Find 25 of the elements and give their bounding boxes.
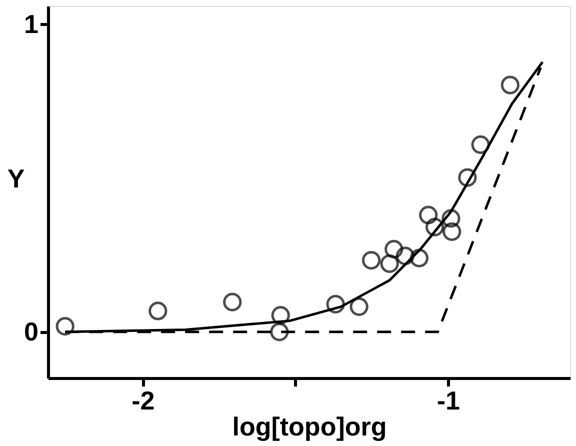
point: [362, 250, 381, 270]
point: [270, 322, 289, 342]
y-tick-label: 1: [24, 8, 38, 39]
point: [442, 222, 462, 241]
point: [425, 218, 444, 236]
y-axis-title: Y: [7, 164, 25, 194]
point: [56, 317, 74, 336]
point: [419, 206, 438, 224]
point: [442, 209, 460, 228]
x-tick-label: -2: [132, 386, 155, 416]
point: [410, 248, 429, 268]
point: [326, 294, 345, 314]
point: [350, 297, 368, 316]
point: [458, 168, 477, 187]
point: [396, 246, 414, 266]
point: [500, 76, 520, 94]
point: [148, 302, 168, 320]
point: [223, 292, 242, 312]
point: [380, 254, 399, 273]
point: [271, 306, 290, 325]
point: [471, 135, 490, 154]
point: [384, 240, 404, 258]
x-axis-title: log[topo]org: [232, 412, 387, 442]
x-tick-label: -1: [436, 386, 460, 416]
y-tick-label: 0: [24, 316, 38, 346]
